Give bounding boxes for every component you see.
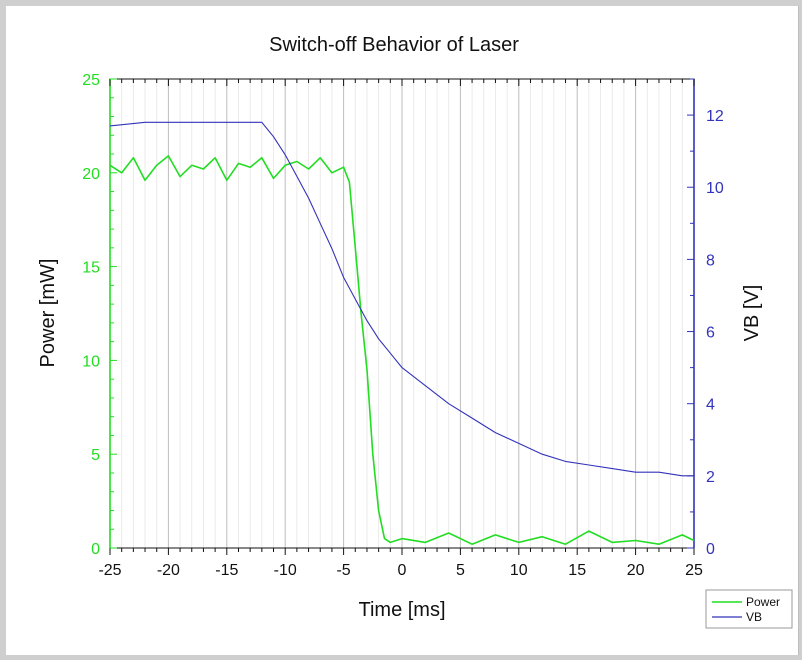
- y-right-tick-label: 0: [706, 541, 715, 558]
- x-tick-label: 10: [510, 562, 528, 579]
- y-right-tick-label: 8: [706, 252, 715, 269]
- chart-title: Switch-off Behavior of Laser: [269, 34, 519, 56]
- x-tick-label: 0: [398, 562, 407, 579]
- series-line-power: [109, 155, 695, 546]
- y-left-tick-label: 15: [82, 260, 100, 277]
- y-left-tick-label: 20: [82, 166, 100, 183]
- y-left-tick-label: 25: [82, 72, 100, 89]
- y-left-tick-label: 0: [91, 541, 100, 558]
- y-right-tick-label: 4: [706, 397, 715, 414]
- series-layer: [109, 121, 695, 546]
- x-tick-label: 25: [685, 562, 703, 579]
- x-tick-label: -10: [274, 562, 297, 579]
- x-tick-label: 15: [568, 562, 586, 579]
- y-left-tick-label: 10: [82, 353, 100, 370]
- line-chart: Switch-off Behavior of Laser -25 -20 -15 -1…: [37, 34, 793, 629]
- x-tick-label: 5: [456, 562, 465, 579]
- chart-panel: Switch-off Behavior of Laser -25 -20 -15 -1…: [6, 6, 799, 655]
- y-right-tick-label: 2: [706, 469, 715, 486]
- y-left-tick-label: 5: [91, 447, 100, 464]
- x-axis: -25 -20 -15 -10 -5 0 5 10 15 20 25: [98, 79, 703, 579]
- y-axis-right: 0 2 4 6 8 10 12: [687, 78, 724, 558]
- y-axis-right-label: VB [V]: [741, 285, 763, 342]
- y-right-tick-label: 12: [706, 108, 724, 125]
- legend-label-power: Power: [746, 595, 780, 609]
- legend-label-vb: VB: [746, 610, 762, 624]
- y-axis-left: 0 5 10 15 20 25: [82, 72, 117, 558]
- legend-box: [705, 589, 793, 629]
- x-axis-label: Time [ms]: [358, 599, 445, 621]
- y-axis-left-label: Power [mW]: [37, 259, 59, 368]
- x-tick-label: -15: [215, 562, 238, 579]
- x-tick-label: -25: [98, 562, 121, 579]
- legend: Power VB: [705, 589, 793, 629]
- series-line-vb: [109, 121, 694, 477]
- x-tick-label: -5: [336, 562, 350, 579]
- y-right-tick-label: 10: [706, 180, 724, 197]
- x-tick-label: 20: [627, 562, 645, 579]
- y-right-tick-label: 6: [706, 325, 715, 342]
- x-tick-label: -20: [157, 562, 180, 579]
- grid-lines: [109, 79, 695, 548]
